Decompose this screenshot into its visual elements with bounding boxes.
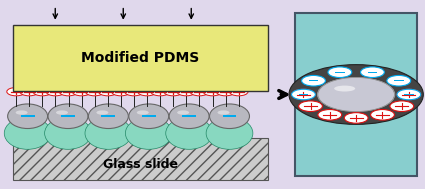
Circle shape bbox=[397, 89, 421, 100]
Ellipse shape bbox=[8, 104, 48, 129]
Circle shape bbox=[344, 113, 368, 123]
Circle shape bbox=[317, 77, 395, 112]
Circle shape bbox=[292, 89, 315, 100]
Circle shape bbox=[20, 88, 39, 96]
Circle shape bbox=[7, 88, 26, 96]
Circle shape bbox=[302, 75, 326, 86]
Text: Glass slide: Glass slide bbox=[103, 158, 178, 171]
Bar bbox=[182, 115, 196, 117]
Circle shape bbox=[216, 88, 235, 96]
Circle shape bbox=[177, 88, 196, 96]
Circle shape bbox=[203, 88, 222, 96]
Circle shape bbox=[318, 77, 394, 112]
Circle shape bbox=[360, 67, 384, 77]
Bar bbox=[142, 115, 156, 117]
Circle shape bbox=[299, 101, 323, 112]
Circle shape bbox=[230, 88, 248, 96]
Ellipse shape bbox=[177, 110, 189, 115]
Ellipse shape bbox=[48, 104, 88, 129]
Circle shape bbox=[318, 109, 342, 120]
Bar bbox=[102, 115, 115, 117]
Ellipse shape bbox=[88, 104, 128, 129]
Ellipse shape bbox=[137, 110, 149, 115]
Ellipse shape bbox=[218, 110, 230, 115]
Circle shape bbox=[59, 88, 78, 96]
Circle shape bbox=[33, 88, 52, 96]
Circle shape bbox=[46, 88, 65, 96]
Bar bbox=[368, 72, 377, 73]
Ellipse shape bbox=[85, 117, 132, 149]
Circle shape bbox=[111, 88, 130, 96]
Bar bbox=[223, 115, 236, 117]
Bar bbox=[13, 138, 268, 180]
Circle shape bbox=[390, 101, 414, 112]
Text: Modified PDMS: Modified PDMS bbox=[81, 51, 199, 65]
Circle shape bbox=[397, 89, 421, 100]
Bar bbox=[309, 80, 318, 81]
Bar bbox=[61, 115, 75, 117]
Ellipse shape bbox=[96, 110, 108, 115]
Circle shape bbox=[85, 88, 104, 96]
Circle shape bbox=[387, 75, 411, 86]
Circle shape bbox=[138, 88, 156, 96]
Circle shape bbox=[371, 109, 394, 120]
Bar bbox=[13, 25, 268, 91]
Circle shape bbox=[164, 88, 183, 96]
Circle shape bbox=[125, 88, 143, 96]
Circle shape bbox=[289, 65, 423, 124]
Ellipse shape bbox=[334, 86, 355, 91]
Ellipse shape bbox=[169, 104, 209, 129]
Ellipse shape bbox=[45, 117, 91, 149]
Bar bbox=[404, 94, 414, 95]
Bar bbox=[335, 72, 345, 73]
Ellipse shape bbox=[56, 110, 68, 115]
Circle shape bbox=[328, 67, 352, 77]
Ellipse shape bbox=[206, 117, 253, 149]
Circle shape bbox=[72, 88, 91, 96]
Bar bbox=[295, 13, 416, 176]
Ellipse shape bbox=[129, 104, 169, 129]
Bar bbox=[299, 94, 308, 95]
Circle shape bbox=[190, 88, 209, 96]
Bar bbox=[21, 115, 34, 117]
Circle shape bbox=[99, 88, 117, 96]
Ellipse shape bbox=[4, 117, 51, 149]
Ellipse shape bbox=[125, 117, 172, 149]
Circle shape bbox=[292, 89, 315, 100]
Bar bbox=[394, 80, 404, 81]
Ellipse shape bbox=[210, 104, 249, 129]
Ellipse shape bbox=[166, 117, 212, 149]
Circle shape bbox=[151, 88, 170, 96]
Ellipse shape bbox=[16, 110, 28, 115]
